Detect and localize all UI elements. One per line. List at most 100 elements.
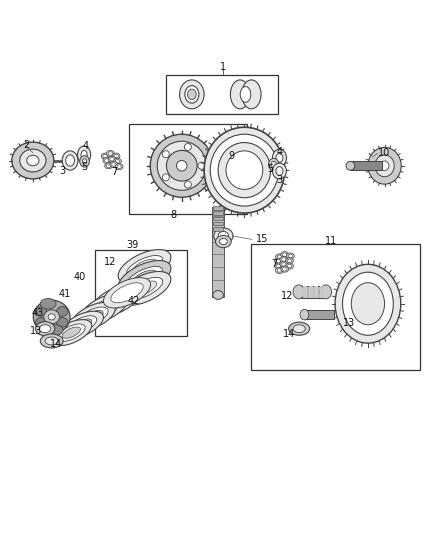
Bar bbox=[314, 286, 318, 297]
Ellipse shape bbox=[61, 311, 103, 338]
Ellipse shape bbox=[20, 149, 46, 172]
Ellipse shape bbox=[162, 174, 170, 181]
Ellipse shape bbox=[132, 270, 157, 285]
Ellipse shape bbox=[71, 302, 115, 330]
Ellipse shape bbox=[272, 163, 286, 179]
Ellipse shape bbox=[44, 310, 60, 324]
Ellipse shape bbox=[286, 258, 293, 264]
Ellipse shape bbox=[346, 161, 355, 170]
Ellipse shape bbox=[81, 150, 87, 159]
Ellipse shape bbox=[57, 318, 68, 327]
Ellipse shape bbox=[35, 318, 47, 327]
Text: 9: 9 bbox=[228, 151, 234, 161]
Ellipse shape bbox=[45, 337, 58, 345]
Ellipse shape bbox=[242, 80, 261, 109]
Ellipse shape bbox=[110, 157, 114, 161]
Ellipse shape bbox=[58, 324, 85, 341]
Bar bbox=[304, 310, 334, 319]
Text: 4: 4 bbox=[276, 147, 283, 157]
Bar bbox=[212, 207, 224, 297]
Ellipse shape bbox=[80, 156, 89, 167]
Ellipse shape bbox=[287, 264, 292, 268]
Ellipse shape bbox=[281, 266, 289, 272]
Ellipse shape bbox=[230, 80, 250, 109]
Ellipse shape bbox=[105, 294, 127, 308]
Ellipse shape bbox=[39, 325, 51, 333]
Ellipse shape bbox=[185, 86, 199, 103]
Ellipse shape bbox=[57, 306, 68, 316]
Text: 3: 3 bbox=[276, 175, 283, 185]
Ellipse shape bbox=[335, 264, 401, 343]
Ellipse shape bbox=[103, 155, 107, 158]
Ellipse shape bbox=[35, 306, 47, 316]
Ellipse shape bbox=[94, 302, 115, 315]
Ellipse shape bbox=[283, 268, 287, 271]
Ellipse shape bbox=[240, 86, 251, 102]
Text: 15: 15 bbox=[256, 235, 268, 244]
Ellipse shape bbox=[99, 290, 133, 311]
Ellipse shape bbox=[113, 158, 121, 165]
Ellipse shape bbox=[289, 322, 310, 335]
Ellipse shape bbox=[282, 263, 286, 266]
Text: 42: 42 bbox=[127, 296, 140, 305]
Text: 40: 40 bbox=[74, 272, 86, 282]
Ellipse shape bbox=[187, 89, 196, 100]
Text: 14: 14 bbox=[283, 329, 295, 339]
Text: 2: 2 bbox=[23, 140, 29, 150]
Bar bbox=[213, 211, 223, 215]
Ellipse shape bbox=[351, 282, 385, 325]
Ellipse shape bbox=[132, 259, 157, 274]
Ellipse shape bbox=[78, 146, 91, 164]
Ellipse shape bbox=[132, 281, 157, 296]
Text: 39: 39 bbox=[126, 240, 138, 251]
Ellipse shape bbox=[293, 285, 304, 299]
Ellipse shape bbox=[106, 150, 114, 157]
Ellipse shape bbox=[108, 152, 113, 155]
Ellipse shape bbox=[92, 285, 141, 317]
Bar bbox=[303, 286, 307, 297]
Text: 1: 1 bbox=[220, 62, 226, 72]
Ellipse shape bbox=[276, 260, 281, 263]
Ellipse shape bbox=[103, 278, 151, 308]
Ellipse shape bbox=[368, 147, 401, 184]
Text: 11: 11 bbox=[325, 236, 337, 246]
Ellipse shape bbox=[320, 285, 332, 299]
Ellipse shape bbox=[40, 298, 56, 309]
Ellipse shape bbox=[106, 164, 111, 167]
Bar bbox=[166, 75, 278, 114]
Ellipse shape bbox=[281, 252, 289, 258]
Ellipse shape bbox=[62, 151, 78, 170]
Ellipse shape bbox=[47, 325, 63, 335]
Ellipse shape bbox=[110, 161, 118, 167]
Ellipse shape bbox=[115, 159, 120, 163]
Ellipse shape bbox=[88, 298, 120, 318]
Ellipse shape bbox=[62, 327, 81, 338]
Ellipse shape bbox=[27, 155, 39, 166]
Ellipse shape bbox=[218, 231, 229, 240]
Bar bbox=[213, 216, 223, 220]
Ellipse shape bbox=[150, 134, 213, 197]
Bar bbox=[309, 286, 313, 297]
Ellipse shape bbox=[271, 161, 276, 167]
Ellipse shape bbox=[166, 150, 197, 181]
Ellipse shape bbox=[103, 157, 111, 164]
Ellipse shape bbox=[276, 167, 283, 175]
Ellipse shape bbox=[198, 162, 205, 169]
Text: 12: 12 bbox=[281, 291, 293, 301]
Ellipse shape bbox=[282, 258, 286, 261]
Text: 8: 8 bbox=[170, 210, 176, 220]
Ellipse shape bbox=[84, 310, 103, 322]
Bar bbox=[350, 161, 382, 170]
Bar bbox=[213, 222, 223, 225]
Bar bbox=[129, 124, 247, 214]
Ellipse shape bbox=[280, 261, 288, 268]
Bar bbox=[320, 286, 324, 297]
Ellipse shape bbox=[276, 154, 283, 162]
Ellipse shape bbox=[218, 142, 271, 198]
Text: 10: 10 bbox=[378, 149, 391, 158]
Ellipse shape bbox=[51, 320, 92, 345]
Text: 13: 13 bbox=[30, 326, 42, 336]
Ellipse shape bbox=[118, 249, 171, 284]
Bar bbox=[251, 244, 420, 370]
Ellipse shape bbox=[226, 151, 263, 189]
